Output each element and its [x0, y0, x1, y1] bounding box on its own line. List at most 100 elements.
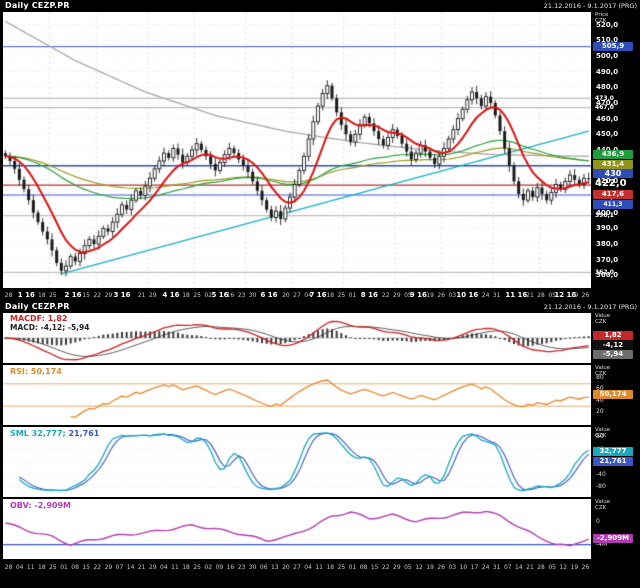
date-range: 21.12.2016 - 9.1.2017 (PRG) [543, 2, 637, 10]
month-label: 2 16 [64, 291, 82, 299]
date-label: 29 [393, 292, 401, 299]
date-label: 07 [115, 564, 124, 571]
date-label: 31 [492, 564, 501, 571]
rsi-axis-unit: Value CZK [595, 365, 611, 377]
axis-tick: 500,0 [596, 51, 619, 60]
date-label: 11 [171, 564, 179, 571]
value-badge: -5,94 [593, 350, 633, 360]
axis-tick: 80 [596, 433, 604, 440]
date-label: 08 [359, 564, 368, 571]
value-badge: -2,909M [593, 533, 633, 543]
month-label: 8 16 [360, 291, 378, 299]
price-chart-canvas[interactable] [3, 12, 591, 288]
date-label: 19 [426, 564, 434, 571]
axis-tick: 0 [596, 517, 600, 525]
price-axis-unit: Price CZK [595, 12, 609, 24]
date-label: 26 [437, 292, 446, 299]
obv-axis-unit: Value CZK [595, 499, 611, 511]
macd-label: MACD: -4,12; -5,94 [10, 323, 90, 332]
axis-tick: 400,0 [596, 208, 619, 217]
axis-tick: 510,0 [596, 36, 619, 45]
date-label: 19 [426, 292, 434, 299]
date-label: 04 [160, 564, 168, 571]
date-label: 21 [526, 564, 534, 571]
month-label: 1 16 [17, 291, 35, 299]
date-label: 26 [437, 564, 446, 571]
date-label: 11 [26, 564, 35, 571]
date-label: 04 [304, 564, 312, 571]
date-label: 11 [315, 564, 324, 571]
macd-fast-label: MACDF: 1,82 [10, 314, 68, 323]
month-label: 4 16 [162, 291, 180, 299]
date-label: 29 [393, 564, 401, 571]
date-label: 14 [126, 564, 135, 571]
date-label: 22 [381, 292, 390, 299]
date-label: 21 [137, 564, 146, 571]
macd-axis: Value CZK 1,82 -4,12 -5,94 [591, 313, 640, 363]
month-label: 10 16 [456, 291, 479, 299]
axis-tick: 450,0 [596, 130, 619, 139]
indicator-date-range: 21.12.2016 - 9.1.2017 (PRG) [543, 303, 637, 311]
month-label: 7 16 [309, 291, 327, 299]
date-label: 04 [304, 292, 312, 299]
date-label: 19 [570, 292, 579, 299]
date-label: 12 [415, 564, 423, 571]
date-label: 18 [182, 564, 190, 571]
axis-tick: 490,0 [596, 67, 619, 76]
date-label: 14 [515, 564, 523, 571]
price-axis: Price CZK 520,0 510,0 500,0 490,0 480,0 470,0 4… [591, 12, 640, 288]
indicator-chart-title: Daily CEZP.PR [5, 302, 70, 311]
indicator-title-bar: Daily CEZP.PR 21.12.2016 - 9.1.2017 (PRG… [0, 301, 640, 312]
macd-chart-canvas[interactable] [3, 313, 591, 363]
date-label: 31 [492, 292, 501, 299]
date-label: 27 [293, 564, 301, 571]
date-label: 15 [82, 564, 91, 571]
value-badge: 417,6 [593, 190, 633, 200]
date-label: 01 [60, 564, 68, 571]
date-label: 28 [4, 564, 13, 571]
date-label: 01 [348, 292, 357, 299]
date-label: 18 [326, 292, 335, 299]
obv-chart-canvas[interactable] [3, 499, 591, 559]
axis-tick: 480,0 [596, 83, 619, 92]
axis-tick: 520,0 [596, 20, 619, 29]
month-label: 9 16 [409, 291, 427, 299]
rsi-chart-canvas[interactable] [3, 365, 591, 425]
date-label: 05 [404, 292, 412, 299]
value-badge: 436,9 [593, 150, 633, 160]
value-badge: 398,1 [595, 212, 614, 220]
value-badge: 473,0 [595, 94, 614, 102]
value-badge: 505,9 [593, 42, 633, 52]
date-label: 25 [337, 564, 346, 571]
date-label: 20 [282, 292, 290, 299]
date-label: 18 [38, 564, 46, 571]
value-badge: 32,777 [593, 447, 633, 457]
date-label: 22 [93, 292, 102, 299]
axis-tick: 470,0 [596, 98, 619, 107]
bottom-x-axis: 28 04 11 18 25 01 08 15 22 29 07 14 21 29 04 11 18 25 02 09… [0, 560, 640, 574]
date-label: 07 [503, 564, 512, 571]
date-label: 23 [237, 564, 246, 571]
date-label: 30 [248, 292, 257, 299]
value-badge: 431,4 [593, 159, 633, 169]
value-badge: 422,0 [595, 177, 627, 189]
date-label: 16 [226, 564, 235, 571]
date-label: 15 [370, 564, 379, 571]
date-label: 25 [193, 292, 201, 299]
axis-tick: 20 [596, 407, 604, 415]
sml-chart-canvas[interactable] [3, 427, 591, 497]
date-label: 27 [293, 292, 301, 299]
value-badge: 467,0 [595, 104, 614, 112]
date-label: 29 [104, 292, 113, 299]
date-label: 26 [581, 292, 590, 299]
date-label: 29 [148, 292, 157, 299]
date-label: 20 [282, 564, 290, 571]
value-badge: -4,12 [593, 340, 633, 350]
date-label: 17 [470, 564, 479, 571]
month-label: 3 16 [113, 291, 131, 299]
date-label: 30 [248, 564, 257, 571]
date-label: 24 [481, 292, 490, 299]
month-label: 6 16 [260, 291, 278, 299]
date-label: 05 [548, 292, 556, 299]
date-label: 05 [404, 564, 412, 571]
